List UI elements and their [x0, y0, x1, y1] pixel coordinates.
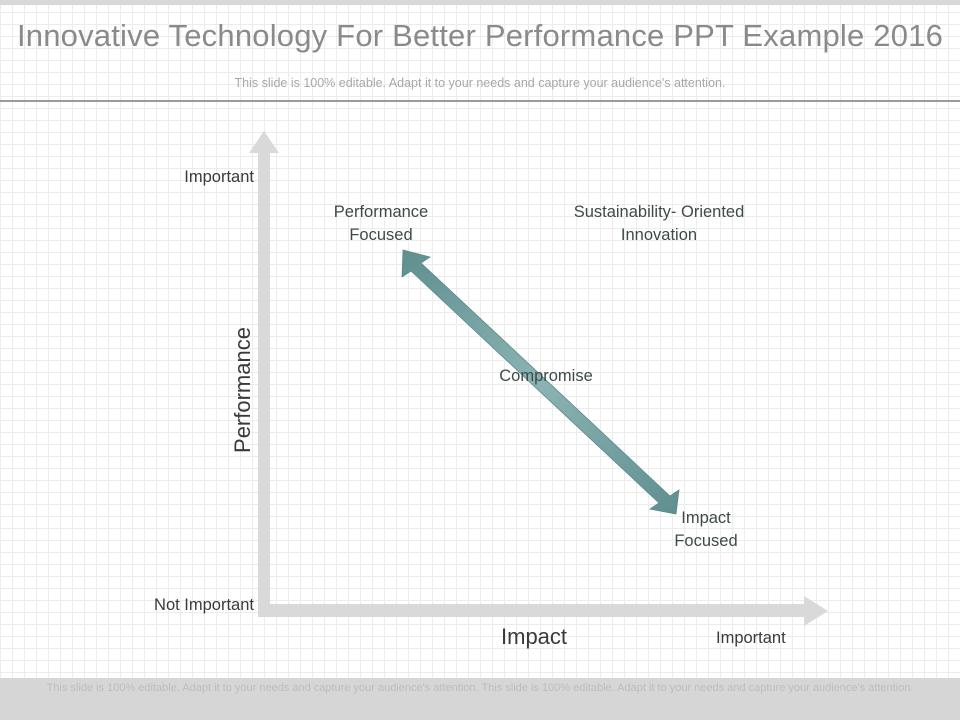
sustainability-label: Sustainability- Oriented Innovation: [573, 203, 745, 244]
performance-focused-label: Performance Focused: [333, 203, 429, 244]
x-axis-important-label: Important: [716, 629, 786, 647]
footer-text: This slide is 100% editable. Adapt it to…: [46, 682, 914, 694]
footer-bar: This slide is 100% editable. Adapt it to…: [0, 678, 960, 720]
x-axis-title: Impact: [501, 624, 568, 649]
title-divider: [0, 100, 960, 102]
slide-subtitle: This slide is 100% editable. Adapt it to…: [234, 76, 726, 90]
compromise-label: Compromise: [499, 367, 593, 385]
y-axis-important-label: Important: [184, 168, 254, 186]
impact-focused-label: Impact Focused: [674, 509, 738, 550]
top-strip: [0, 0, 960, 5]
y-axis-arrow: [249, 131, 279, 615]
y-axis-not-important-label: Not Important: [154, 596, 254, 614]
compromise-double-arrow: [401, 249, 680, 515]
y-axis-title: Performance: [230, 327, 255, 453]
slide-title: Innovative Technology For Better Perform…: [16, 18, 944, 53]
x-axis-arrow: [258, 596, 828, 626]
